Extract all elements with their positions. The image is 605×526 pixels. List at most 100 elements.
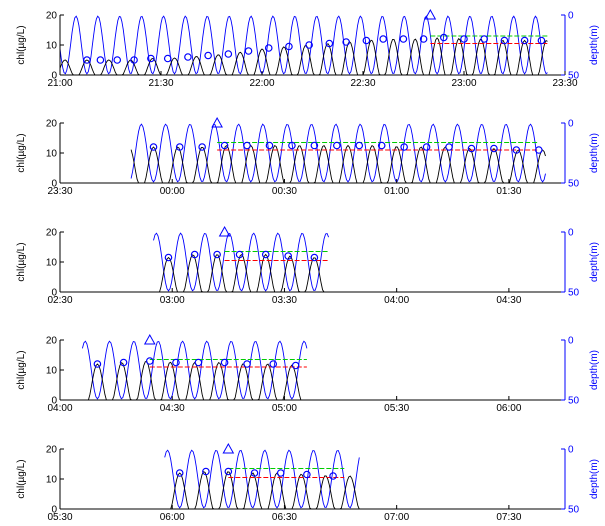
chl-marker xyxy=(422,143,431,151)
chl-marker xyxy=(83,56,91,64)
chl-marker xyxy=(333,141,341,150)
triangle-marker xyxy=(211,116,223,128)
chl-marker xyxy=(310,141,319,150)
x-tick-label: 23:30 xyxy=(47,186,72,197)
x-tick-label: 06:00 xyxy=(496,403,521,414)
y-tick-label: 20 xyxy=(46,228,58,239)
chl-marker xyxy=(96,56,105,64)
x-tick-label: 03:30 xyxy=(272,295,297,306)
chl-marker xyxy=(512,146,521,154)
chl-marker xyxy=(537,36,546,45)
y-tick-label: 20 xyxy=(46,11,58,22)
chl-marker xyxy=(220,358,229,367)
chl-marker xyxy=(480,35,489,43)
chl-marker xyxy=(250,469,259,477)
y-tick-label: 20 xyxy=(46,445,58,456)
chl-marker xyxy=(325,39,334,48)
chl-marker xyxy=(190,250,199,259)
x-tick-label: 05:00 xyxy=(272,403,297,414)
x-tick-label: 01:30 xyxy=(496,186,521,197)
left-y-axis-label: chl(µg/L) xyxy=(16,25,27,64)
right-y-tick-label: 50 xyxy=(568,71,580,82)
x-tick-label: 06:00 xyxy=(160,512,185,523)
chl-marker xyxy=(285,42,293,51)
y-tick-label: 10 xyxy=(46,475,58,486)
chl-marker xyxy=(224,50,233,58)
chl-marker xyxy=(276,469,285,477)
chl-marker xyxy=(194,358,203,367)
right-y-axis-label: depth(m) xyxy=(589,133,600,173)
chl-marker xyxy=(93,360,102,368)
chl-marker xyxy=(490,144,498,153)
chl-marker xyxy=(500,36,509,45)
x-tick-label: 05:30 xyxy=(47,512,72,523)
chl-marker xyxy=(184,53,192,61)
chart-panel-1: 21:00 21:30 22:00 22:30 23:00 23:30 0 10 20 0 50 ch… xyxy=(16,8,600,89)
chl-marker xyxy=(379,35,388,43)
x-tick-label: 00:30 xyxy=(272,186,297,197)
chl-marker xyxy=(175,469,184,477)
right-y-axis-label: depth(m) xyxy=(589,242,600,282)
chl-marker xyxy=(264,44,273,52)
chl-marker xyxy=(113,56,122,64)
chl-marker xyxy=(535,146,543,154)
chl-marker xyxy=(164,253,173,262)
chl-marker xyxy=(439,33,448,42)
y-tick-label: 10 xyxy=(46,41,58,52)
chl-marker xyxy=(147,54,155,63)
triangle-marker xyxy=(222,442,235,454)
chl-marker xyxy=(172,358,180,367)
x-tick-label: 04:30 xyxy=(160,403,185,414)
chart-panel-2: 23:30 00:00 00:30 01:00 01:30 0 10 20 0 50 chl(µg/… xyxy=(16,116,600,197)
chl-marker xyxy=(202,467,210,476)
left-y-axis-label: chl(µg/L) xyxy=(16,133,27,172)
depth-series-line xyxy=(59,15,548,75)
chl-marker xyxy=(243,360,251,368)
chl-marker xyxy=(213,250,221,259)
right-y-tick-label: 50 xyxy=(568,396,580,407)
y-tick-label: 10 xyxy=(46,258,58,269)
chl-marker xyxy=(303,470,311,479)
chl-marker xyxy=(355,141,364,150)
chl-marker xyxy=(269,360,278,368)
chl-marker xyxy=(265,141,274,150)
chl-marker xyxy=(467,144,476,153)
x-tick-label: 01:00 xyxy=(384,186,409,197)
chl-marker xyxy=(198,143,206,151)
y-tick-label: 0 xyxy=(51,288,57,299)
chl-marker xyxy=(204,51,212,60)
x-tick-label: 07:00 xyxy=(384,512,409,523)
y-tick-label: 0 xyxy=(51,71,57,82)
left-y-axis-label: chl(µg/L) xyxy=(16,242,27,281)
chl-marker xyxy=(244,47,253,55)
triangle-marker xyxy=(218,225,231,237)
x-tick-label: 22:00 xyxy=(249,78,274,89)
chart-panel-5: 05:30 06:00 06:30 07:00 07:30 0 10 20 0 50 chl(µg/… xyxy=(16,442,600,523)
chl-marker xyxy=(419,35,428,43)
chl-marker xyxy=(377,141,386,150)
chl-marker xyxy=(284,252,292,260)
x-tick-label: 22:30 xyxy=(350,78,375,89)
x-tick-label: 06:30 xyxy=(272,512,297,523)
chart-panel-3: 02:30 03:00 03:30 04:00 04:30 0 10 20 0 50 chl(µg/… xyxy=(16,225,600,306)
chl-marker xyxy=(520,36,529,45)
chl-marker xyxy=(445,143,453,151)
right-y-axis-label: depth(m) xyxy=(589,25,600,65)
chl-marker xyxy=(460,35,468,43)
x-tick-label: 00:00 xyxy=(160,186,185,197)
chl-marker xyxy=(288,141,296,150)
right-y-tick-label: 50 xyxy=(568,288,580,299)
right-y-axis-label: depth(m) xyxy=(589,459,600,499)
chart-panel-4: 04:00 04:30 05:00 05:30 06:00 0 10 20 0 50 chl(µg/… xyxy=(16,333,600,414)
depth-series-line xyxy=(164,449,360,509)
chl-marker xyxy=(342,38,350,46)
x-tick-label: 21:00 xyxy=(47,78,72,89)
y-tick-label: 0 xyxy=(51,179,57,190)
y-tick-label: 10 xyxy=(46,366,58,377)
right-y-tick-label: 0 xyxy=(568,336,574,347)
chl-marker xyxy=(362,36,371,45)
x-tick-label: 23:30 xyxy=(552,78,577,89)
chl-marker xyxy=(305,41,313,49)
x-tick-label: 04:00 xyxy=(47,403,72,414)
